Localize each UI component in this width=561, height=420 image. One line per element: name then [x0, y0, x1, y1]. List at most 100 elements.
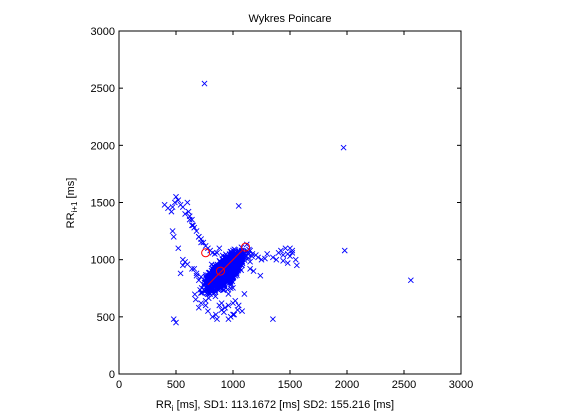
cluster-point [192, 296, 199, 303]
x-axis-label: RRi [ms], SD1: 113.1672 [ms] SD2: 155.21… [156, 399, 394, 413]
data-point [205, 279, 211, 286]
data-point [214, 316, 220, 323]
data-point [264, 251, 271, 257]
data-point [269, 254, 276, 261]
data-point [198, 300, 204, 307]
data-point [189, 216, 195, 223]
x-tick-label: 2500 [392, 379, 416, 391]
data-point [182, 211, 189, 217]
data-point [218, 307, 225, 313]
cluster-point [233, 266, 240, 273]
y-tick-label: 2000 [91, 140, 115, 152]
cluster-point [231, 263, 238, 270]
cluster-point [202, 287, 209, 294]
x-tick-label: 1000 [221, 379, 245, 391]
y-tick-label: 3000 [91, 26, 115, 38]
cluster-point [203, 271, 209, 278]
x-axis-label-sub: i [172, 404, 174, 413]
data-point [193, 270, 200, 277]
data-point [202, 297, 209, 304]
cluster-point [197, 290, 204, 296]
data-point [225, 291, 232, 297]
data-point [185, 208, 192, 215]
x-tick-label: 0 [116, 379, 122, 391]
sd-marker-circle [241, 242, 251, 252]
data-point [230, 311, 236, 318]
data-point [195, 233, 202, 240]
data-point [175, 197, 182, 204]
data-point [198, 239, 204, 246]
data-point [189, 265, 195, 272]
x-ticks: 0 500 1000 1500 2000 2500 3000 [116, 31, 473, 391]
data-point [184, 199, 191, 206]
data-point [247, 247, 254, 254]
data-point [201, 277, 208, 284]
data-point [209, 313, 216, 320]
x-tick-label: 500 [167, 379, 185, 391]
data-point [205, 308, 211, 315]
x-tick-label: 2000 [335, 379, 359, 391]
cluster-point [216, 257, 223, 264]
data-point [250, 268, 257, 275]
data-point [177, 270, 184, 277]
data-point [184, 261, 191, 268]
data-point [280, 252, 287, 259]
y-tick-label: 2500 [91, 83, 115, 95]
x-tick-label: 1500 [278, 379, 302, 391]
data-point [340, 144, 347, 151]
y-axis-label-main: RR [65, 212, 77, 228]
data-point [171, 199, 178, 206]
data-point [227, 285, 234, 292]
data-point [168, 208, 175, 215]
y-axis-label: RRi+1 [ms] [65, 178, 79, 229]
data-point [211, 284, 218, 291]
data-point [273, 256, 280, 263]
data-point [407, 277, 414, 284]
data-point [186, 216, 193, 223]
data-point [241, 291, 248, 297]
cluster-point [230, 284, 236, 291]
data-point [214, 249, 220, 256]
data-point [239, 308, 246, 315]
y-tick-label: 500 [97, 312, 115, 324]
data-point [175, 245, 182, 252]
data-point [341, 247, 348, 254]
data-point [169, 228, 176, 235]
data-point [293, 262, 300, 269]
data-point [170, 316, 177, 323]
data-point [280, 257, 287, 264]
data-point [193, 228, 200, 235]
data-point [234, 307, 241, 313]
data-point [282, 245, 289, 252]
cluster-point [241, 251, 247, 258]
data-point [225, 302, 232, 309]
data-point [195, 277, 202, 284]
data-point [200, 239, 207, 246]
x-tick-label: 3000 [449, 379, 473, 391]
chart-title: Wykres Poincare [248, 13, 331, 25]
data-point [189, 222, 195, 229]
sd-marker-circle [201, 248, 211, 258]
y-tick-label: 1000 [91, 255, 115, 267]
data-point [287, 253, 293, 260]
data-point [289, 249, 296, 256]
y-axis-label-rest: [ms] [65, 178, 77, 202]
cluster-point [223, 275, 229, 282]
data-point [287, 245, 293, 252]
y-tick-label: 1500 [91, 198, 115, 210]
x-axis-label-rest: [ms], SD1: 113.1672 [ms] SD2: 155.216 [m… [174, 399, 395, 411]
y-tick-label: 0 [109, 369, 115, 381]
data-point [216, 245, 223, 252]
data-point [179, 204, 186, 210]
cluster-point [247, 258, 254, 265]
data-point [202, 302, 209, 309]
sd-marker-circle [215, 266, 225, 276]
cluster-point [191, 291, 198, 298]
data-point [193, 272, 200, 279]
data-point [235, 203, 242, 209]
data-point [191, 265, 198, 272]
plot-area-background [119, 31, 461, 374]
cluster-point [198, 284, 205, 291]
data-point [200, 281, 207, 288]
